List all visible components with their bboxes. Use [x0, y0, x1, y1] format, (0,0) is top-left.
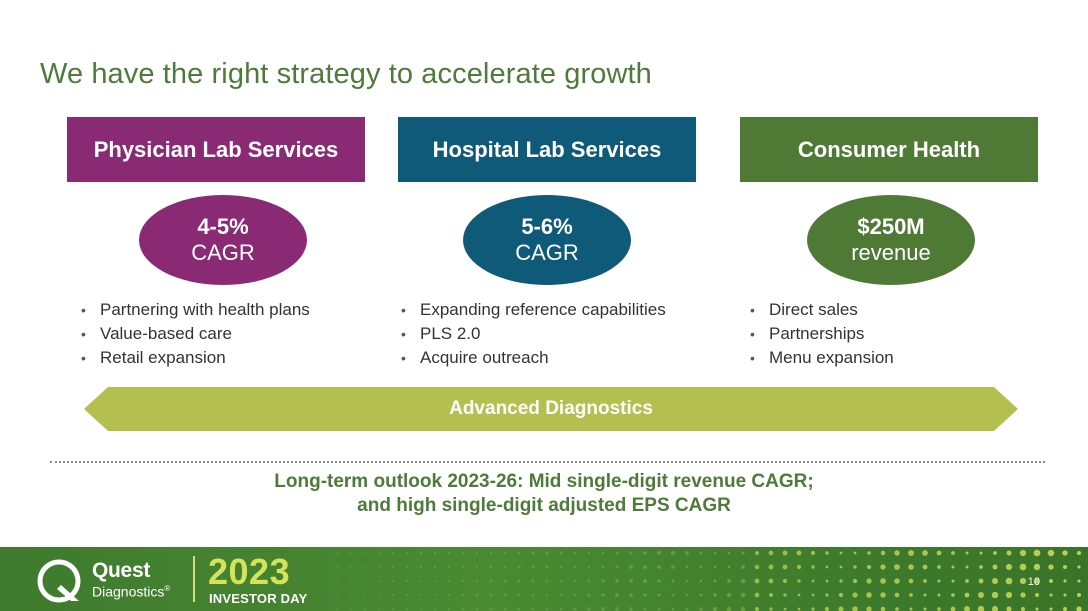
footer-divider	[193, 556, 195, 602]
list-item: Retail expansion	[80, 346, 310, 370]
list-item: Menu expansion	[749, 346, 894, 370]
metric-value: $250M	[857, 214, 925, 239]
hospital-metric-oval: 5-6% CAGR	[463, 195, 631, 285]
metric-label: CAGR	[191, 240, 255, 265]
physician-bullet-list: Partnering with health plans Value-based…	[80, 298, 310, 370]
consumer-metric-oval: $250M revenue	[807, 195, 975, 285]
dotted-divider	[50, 461, 1045, 463]
event-name: INVESTOR DAY	[209, 591, 308, 606]
event-year: 2023	[208, 551, 291, 592]
dot-pattern-decoration	[336, 549, 1082, 611]
double-arrow-icon	[84, 387, 1018, 431]
page-number: 10	[1027, 576, 1040, 588]
metric-label: CAGR	[515, 240, 579, 265]
physician-lab-services-header: Physician Lab Services	[67, 117, 365, 182]
registered-mark: ®	[164, 584, 171, 593]
brand-name: Quest	[92, 559, 151, 582]
brand-logo-text: Quest Diagnostics®	[92, 559, 170, 601]
brand-subname: Diagnostics®	[92, 580, 170, 601]
outlook-line-1: Long-term outlook 2023-26: Mid single-di…	[274, 471, 814, 492]
physician-metric-oval: 4-5% CAGR	[139, 195, 307, 285]
consumer-health-header: Consumer Health	[740, 117, 1038, 182]
banner-label: Advanced Diagnostics	[449, 398, 653, 419]
metric-value: 4-5%	[197, 214, 249, 239]
metric-value: 5-6%	[521, 214, 573, 239]
column-header-label: Hospital Lab Services	[432, 136, 662, 162]
brand-subname-text: Diagnostics	[92, 583, 165, 600]
footer-bar: Quest Diagnostics® 2023 INVESTOR DAY 10	[0, 547, 1088, 611]
long-term-outlook: Long-term outlook 2023-26: Mid single-di…	[0, 470, 1088, 518]
list-item: Partnerships	[749, 322, 894, 346]
hospital-bullet-list: Expanding reference capabilities PLS 2.0…	[400, 298, 666, 370]
quest-logo-icon	[37, 559, 81, 603]
list-item: Value-based care	[80, 322, 310, 346]
metric-label: revenue	[851, 240, 931, 265]
page-title: We have the right strategy to accelerate…	[40, 58, 652, 90]
consumer-bullet-list: Direct sales Partnerships Menu expansion	[749, 298, 894, 370]
list-item: Direct sales	[749, 298, 894, 322]
list-item: Expanding reference capabilities	[400, 298, 666, 322]
outlook-line-2: and high single-digit adjusted EPS CAGR	[357, 495, 731, 516]
list-item: Partnering with health plans	[80, 298, 310, 322]
column-header-label: Physician Lab Services	[93, 136, 339, 162]
column-header-label: Consumer Health	[797, 136, 981, 162]
list-item: PLS 2.0	[400, 322, 666, 346]
list-item: Acquire outreach	[400, 346, 666, 370]
advanced-diagnostics-banner: Advanced Diagnostics	[84, 387, 1018, 431]
hospital-lab-services-header: Hospital Lab Services	[398, 117, 696, 182]
